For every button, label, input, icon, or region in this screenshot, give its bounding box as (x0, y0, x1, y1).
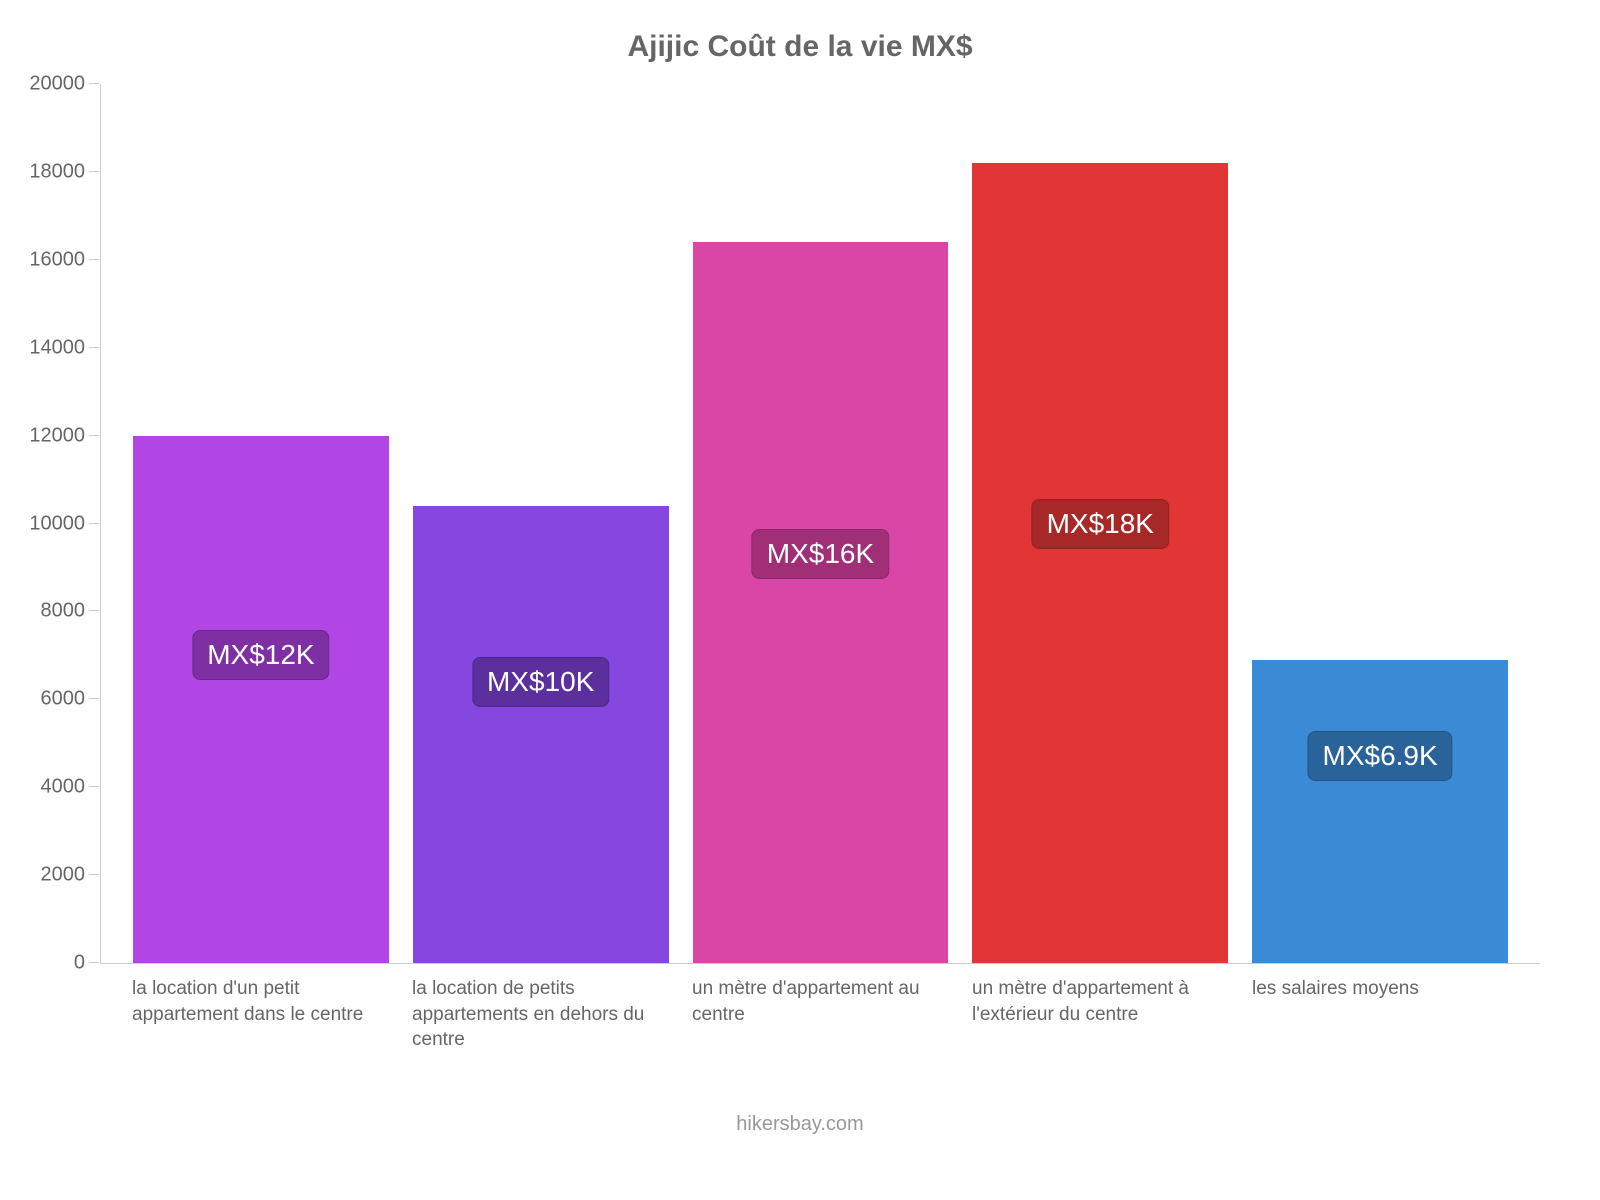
y-tick (89, 610, 99, 611)
value-badge: MX$6.9K (1307, 731, 1452, 781)
bar-wrap: MX$16K (681, 84, 961, 963)
x-axis-label: un mètre d'appartement à l'extérieur du … (960, 976, 1240, 1053)
value-badge: MX$10K (472, 657, 609, 707)
bar-wrap: MX$10K (401, 84, 681, 963)
bars-row: MX$12K MX$10K MX$16K MX$18K MX$6.9K (101, 84, 1540, 963)
bar: MX$10K (413, 506, 669, 963)
y-axis-label: 4000 (41, 776, 86, 799)
y-tick (89, 259, 99, 260)
bar-wrap: MX$6.9K (1240, 84, 1520, 963)
bar: MX$16K (693, 242, 949, 963)
y-axis-label: 14000 (29, 336, 85, 359)
bar: MX$6.9K (1252, 660, 1508, 963)
y-axis-label: 10000 (29, 512, 85, 535)
source-label: hikersbay.com (60, 1113, 1540, 1136)
y-axis-label: 2000 (41, 864, 86, 887)
value-badge: MX$16K (752, 529, 889, 579)
y-axis-label: 0 (74, 952, 85, 975)
y-axis-label: 20000 (29, 73, 85, 96)
y-axis-label: 16000 (29, 248, 85, 271)
chart-container: Ajijic Coût de la vie MX$ MX$12KMX$10KMX… (0, 0, 1600, 1200)
x-axis-label: la location de petits appartements en de… (400, 976, 680, 1053)
bar: MX$12K (133, 436, 389, 963)
chart-title: Ajijic Coût de la vie MX$ (60, 30, 1540, 64)
bar-wrap: MX$12K (121, 84, 401, 963)
y-tick (89, 171, 99, 172)
plot-area: MX$12KMX$10KMX$16KMX$18KMX$6.9K 02000400… (100, 84, 1540, 964)
y-tick (89, 523, 99, 524)
y-tick (89, 962, 99, 963)
y-axis-label: 12000 (29, 424, 85, 447)
x-axis-label: un mètre d'appartement au centre (680, 976, 960, 1053)
x-axis-label: la location d'un petit appartement dans … (120, 976, 400, 1053)
y-tick (89, 786, 99, 787)
bar-wrap: MX$18K (960, 84, 1240, 963)
bar: MX$18K (972, 163, 1228, 963)
y-tick (89, 347, 99, 348)
x-axis-labels: la location d'un petit appartement dans … (100, 976, 1540, 1053)
y-tick (89, 435, 99, 436)
y-axis-label: 6000 (41, 688, 86, 711)
value-badge: MX$12K (192, 630, 329, 680)
value-badge: MX$18K (1032, 499, 1169, 549)
x-axis-label: les salaires moyens (1240, 976, 1520, 1053)
y-tick (89, 83, 99, 84)
y-tick (89, 874, 99, 875)
y-tick (89, 698, 99, 699)
y-axis-label: 18000 (29, 160, 85, 183)
y-axis-label: 8000 (41, 600, 86, 623)
